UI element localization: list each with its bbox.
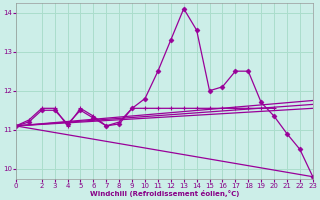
X-axis label: Windchill (Refroidissement éolien,°C): Windchill (Refroidissement éolien,°C): [90, 190, 239, 197]
